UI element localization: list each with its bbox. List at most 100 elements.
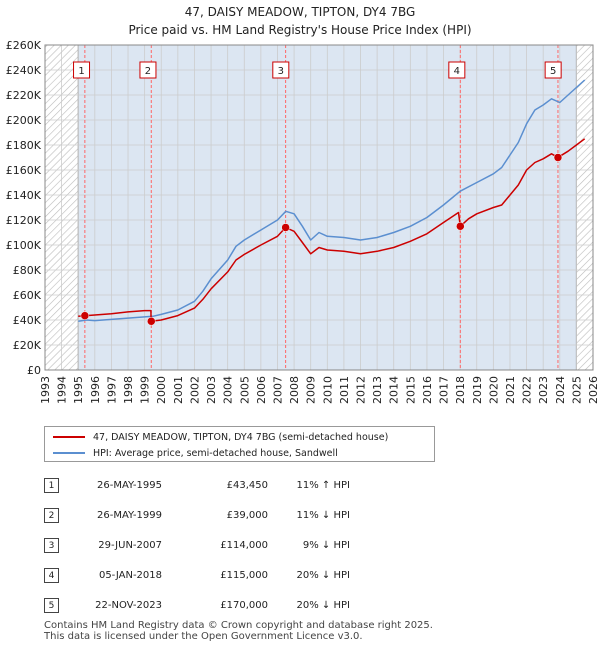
- y-tick-label: £240K: [6, 64, 42, 77]
- price-chart: 47, DAISY MEADOW, TIPTON, DY4 7BG Price …: [6, 5, 600, 404]
- sale-label-box: [448, 61, 466, 79]
- y-tick-label: £180K: [6, 139, 42, 152]
- legend-entry-property: 47, DAISY MEADOW, TIPTON, DY4 7BG (semi-…: [53, 430, 388, 444]
- x-tick-label: 1993: [39, 376, 52, 404]
- x-tick-label: 2012: [355, 376, 368, 404]
- sale-point: [456, 222, 465, 231]
- sale-price: £43,450: [226, 479, 268, 491]
- x-tick-label: 1996: [89, 376, 102, 404]
- y-tick-label: £220K: [6, 89, 42, 102]
- x-tick-label: 2010: [321, 376, 334, 404]
- x-tick-label: 2016: [421, 376, 434, 404]
- x-tick-label: 2014: [388, 376, 401, 404]
- y-tick-label: £160K: [6, 164, 42, 177]
- legend-swatch-property: [53, 436, 85, 438]
- x-tick-label: 2018: [454, 376, 467, 404]
- sale-number-badge: 4: [44, 567, 59, 583]
- sale-price: £115,000: [220, 569, 268, 581]
- chart-subtitle: Price paid vs. HM Land Registry's House …: [128, 23, 471, 37]
- y-tick-label: £40K: [13, 314, 42, 327]
- sale-date: 05-JAN-2018: [98, 569, 162, 581]
- y-tick-label: £20K: [13, 339, 42, 352]
- sales-row: 5 22-NOV-2023 £170,000 20% ↓ HPI: [44, 590, 350, 620]
- hpi-series-line: [78, 79, 586, 323]
- x-tick-label: 2020: [487, 376, 500, 404]
- sales-row: 2 26-MAY-1999 £39,000 11% ↓ HPI: [44, 500, 350, 530]
- sale-label-number: 2: [145, 66, 151, 77]
- x-tick-label: 1994: [56, 376, 69, 404]
- chart-title: 47, DAISY MEADOW, TIPTON, DY4 7BG: [185, 5, 416, 19]
- sale-hpi-diff: 20% ↓ HPI: [296, 569, 350, 581]
- sale-point: [553, 153, 563, 162]
- legend-label-property: 47, DAISY MEADOW, TIPTON, DY4 7BG (semi-…: [93, 431, 389, 443]
- footer: Contains HM Land Registry data © Crown c…: [44, 620, 433, 642]
- x-tick-label: 2002: [188, 376, 201, 404]
- sale-number-badge: 5: [44, 597, 59, 613]
- sale-label-box: [544, 61, 562, 79]
- y-tick-label: £120K: [6, 214, 42, 227]
- x-tick-label: 2007: [271, 376, 284, 404]
- sale-label-number: 4: [454, 66, 460, 77]
- sale-point: [80, 311, 90, 320]
- sale-number-badge: 2: [44, 507, 59, 523]
- sales-row: 1 26-MAY-1995 £43,450 11% ↑ HPI: [44, 470, 350, 500]
- sale-date: 29-JUN-2007: [98, 539, 162, 551]
- x-tick-label: 2003: [205, 376, 218, 404]
- sale-date: 26-MAY-1995: [96, 479, 162, 491]
- x-tick-label: 2008: [288, 376, 301, 404]
- sale-price: £114,000: [220, 539, 268, 551]
- x-tick-label: 2015: [404, 376, 417, 404]
- y-tick-label: £140K: [6, 189, 42, 202]
- sale-label-box: [73, 61, 91, 79]
- x-tick-label: 2021: [504, 376, 517, 404]
- legend-label-hpi: HPI: Average price, semi-detached house,…: [93, 447, 338, 459]
- legend-entry-hpi: HPI: Average price, semi-detached house,…: [53, 446, 338, 460]
- x-tick-label: 2024: [554, 376, 567, 404]
- sale-label-number: 3: [278, 66, 284, 77]
- x-tick-label: 1998: [122, 376, 135, 404]
- x-tick-label: 2026: [587, 376, 600, 404]
- x-tick-label: 2022: [521, 376, 534, 404]
- x-tick-label: 2011: [338, 376, 351, 404]
- sales-row: 4 05-JAN-2018 £115,000 20% ↓ HPI: [44, 560, 350, 590]
- x-tick-label: 2000: [155, 376, 168, 404]
- sale-date: 22-NOV-2023: [95, 599, 162, 611]
- chart-legend: 47, DAISY MEADOW, TIPTON, DY4 7BG (semi-…: [44, 426, 435, 462]
- sale-hpi-diff: 9% ↓ HPI: [302, 539, 350, 551]
- sale-label-number: 5: [550, 66, 556, 77]
- property-series-line: [78, 138, 586, 323]
- y-tick-label: £260K: [6, 39, 42, 52]
- sale-label-box: [139, 61, 157, 79]
- x-tick-label: 1995: [72, 376, 85, 404]
- sale-number-badge: 1: [44, 477, 59, 493]
- sale-hpi-diff: 20% ↓ HPI: [296, 599, 350, 611]
- sale-point: [147, 317, 156, 326]
- sale-hpi-diff: 11% ↓ HPI: [296, 509, 350, 521]
- hatched-region-after: [576, 45, 593, 370]
- x-tick-label: 2019: [471, 376, 484, 404]
- x-tick-label: 2013: [371, 376, 384, 404]
- footer-licence: This data is licensed under the Open Gov…: [44, 631, 363, 642]
- sales-row: 3 29-JUN-2007 £114,000 9% ↓ HPI: [44, 530, 350, 560]
- y-tick-label: £100K: [6, 239, 42, 252]
- sale-hpi-diff: 11% ↑ HPI: [296, 479, 350, 491]
- x-tick-label: 2005: [238, 376, 251, 404]
- x-tick-label: 2009: [305, 376, 318, 404]
- sale-label-box: [272, 61, 290, 79]
- y-tick-label: £200K: [6, 114, 42, 127]
- y-tick-label: £0: [27, 364, 41, 377]
- y-tick-label: £60K: [13, 289, 42, 302]
- sale-number-badge: 3: [44, 537, 59, 553]
- legend-swatch-hpi: [53, 452, 85, 454]
- sale-price: £170,000: [220, 599, 268, 611]
- x-tick-label: 1997: [105, 376, 118, 404]
- x-tick-label: 1999: [139, 376, 152, 404]
- plot-area: [45, 45, 593, 370]
- sale-point: [281, 223, 290, 232]
- x-tick-label: 2025: [570, 376, 583, 404]
- sale-label-number: 1: [78, 66, 84, 77]
- y-tick-label: £80K: [13, 264, 42, 277]
- sales-table: 1 26-MAY-1995 £43,450 11% ↑ HPI 2 26-MAY-1999…: [44, 470, 350, 620]
- x-tick-label: 2004: [222, 376, 235, 404]
- sale-date: 26-MAY-1999: [96, 509, 162, 521]
